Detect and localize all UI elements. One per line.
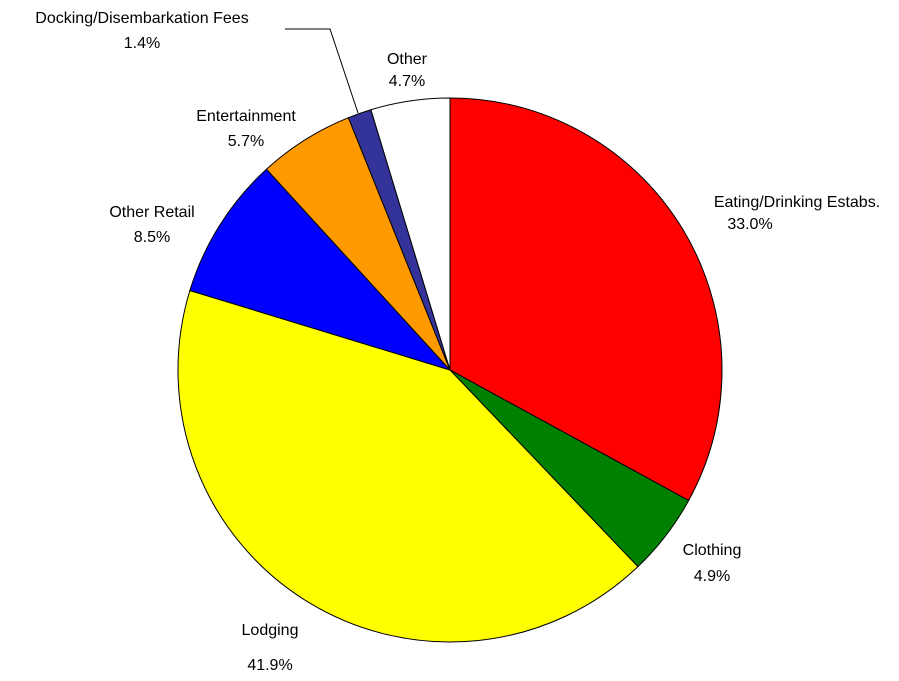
- leader-line: [285, 28, 359, 114]
- slice-value-label: 41.9%: [247, 657, 292, 674]
- slice-label: Lodging: [242, 622, 299, 639]
- pie-slice: [177, 289, 639, 643]
- slice-label: Docking/Disembarkation Fees: [35, 10, 248, 27]
- slice-value-label: 33.0%: [727, 216, 772, 233]
- pie-slice: [189, 168, 452, 372]
- slice-value-label: 8.5%: [134, 229, 170, 246]
- slice-label: Other Retail: [109, 204, 194, 221]
- slice-label: Clothing: [683, 542, 742, 559]
- slice-label: Other: [387, 51, 428, 68]
- slice-label: Eating/Drinking Estabs.: [714, 194, 880, 211]
- slice-value-label: 4.7%: [389, 73, 425, 90]
- pie-slice: [370, 97, 451, 371]
- slice-value-label: 1.4%: [124, 35, 160, 52]
- slice-value-label: 5.7%: [228, 133, 264, 150]
- slice-value-label: 4.9%: [694, 568, 730, 585]
- slice-label: Entertainment: [196, 108, 296, 125]
- pie-slice: [449, 97, 723, 502]
